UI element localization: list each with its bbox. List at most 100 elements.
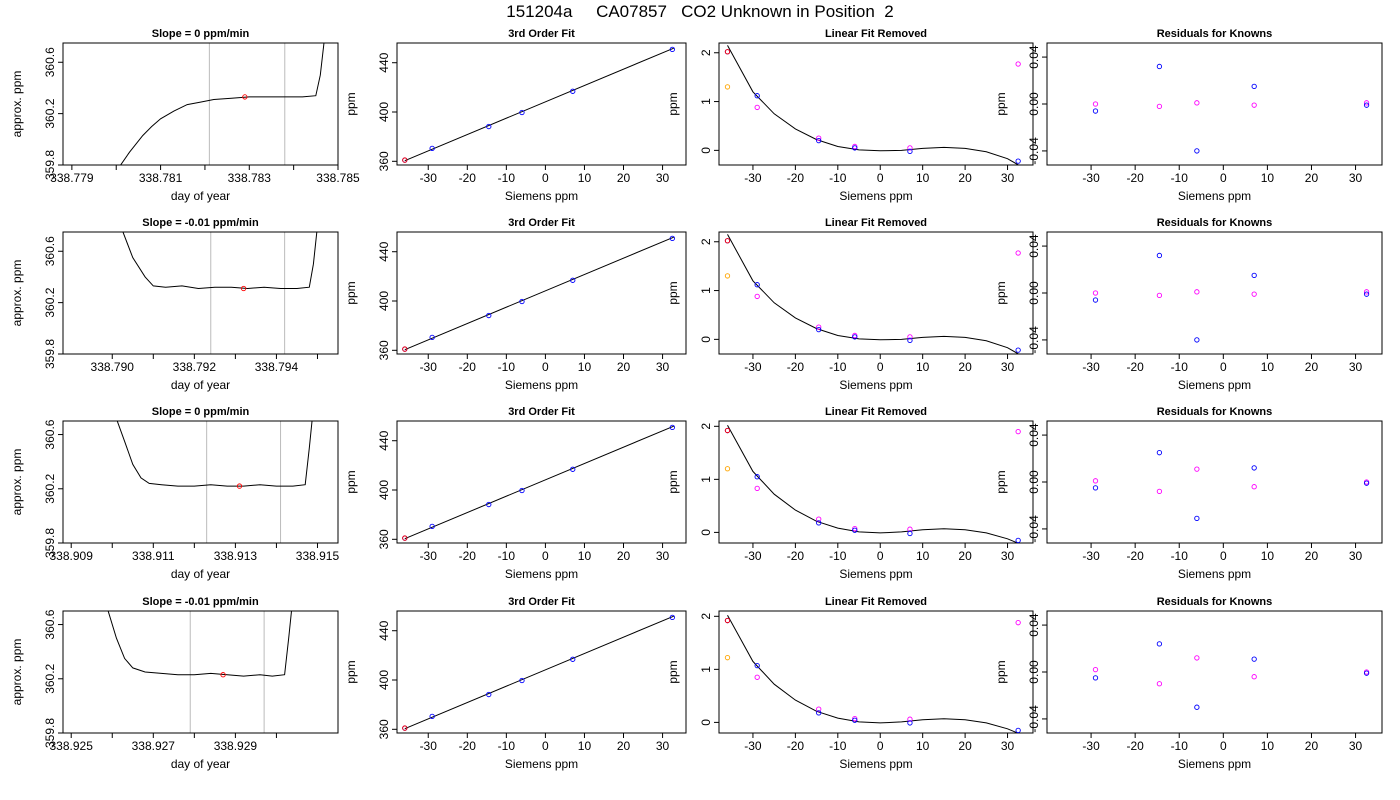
row4-linear_removed-x-tick-label: 20 [958, 739, 972, 753]
row2-linear_removed-y-tick-label: 1 [699, 287, 713, 294]
row4-residuals-linear-known-point [1194, 655, 1200, 661]
row2-trace-unknown-point [240, 285, 247, 292]
row2-linear_removed-linear-known-point [1015, 250, 1021, 256]
row2-linear_removed-x-tick-label: -30 [744, 360, 762, 374]
row3-linear_removed-y-axis-label: ppm [666, 470, 680, 493]
row1-fit-y-tick-label: 360 [377, 151, 391, 171]
row4-residuals-x-tick-label: 0 [1220, 739, 1227, 753]
row1-fit-fit-line [404, 47, 675, 162]
row1-fit-known-point [570, 88, 576, 94]
row3-linear_removed-x-tick-label: 30 [1001, 549, 1015, 563]
row4-residuals-known-point [1251, 656, 1257, 662]
row2-fit-x-tick-label: -20 [459, 360, 477, 374]
row1-trace-plot-frame [62, 42, 339, 166]
row2-fit-x-tick-label: -10 [498, 360, 516, 374]
row2-fit-x-tick-label: 30 [656, 360, 670, 374]
row3-trace-x-tick-label: 338.911 [132, 549, 175, 563]
row3-trace-x-tick-label: 338.915 [296, 549, 340, 563]
row1-residuals-x-tick-label: -20 [1126, 171, 1144, 185]
row2-fit-x-axis-label: Siemens ppm [505, 378, 578, 392]
row3-fit-known-point [669, 424, 675, 431]
row1-residuals-linear-known-point [1156, 103, 1163, 109]
row2-trace-title: Slope = -0.01 ppm/min [142, 217, 259, 229]
row3-trace-x-tick-label: 338.909 [50, 549, 94, 563]
row1-linear_removed-fit-curve [727, 45, 1020, 165]
row4-linear_removed-y-tick-label: 2 [699, 613, 713, 620]
row3-linear_removed-known-point [907, 530, 913, 537]
row1-trace-y-tick-label: 360.6 [43, 47, 57, 77]
row1-linear_removed-known-point [1015, 158, 1021, 164]
row4-fit-unknown-point [402, 725, 408, 731]
row4-trace-y-tick-label: 360.6 [43, 609, 57, 639]
row2-trace-y-tick-label: 359.8 [43, 339, 57, 369]
row4-fit-y-tick-label: 440 [377, 620, 391, 640]
row2-fit-x-tick-label: 20 [617, 360, 631, 374]
row2-fit-y-tick-label: 360 [377, 340, 391, 360]
row3-linear_removed-x-tick-label: 10 [916, 549, 930, 563]
row2-residuals-x-tick-label: 30 [1349, 360, 1363, 374]
row2-linear_removed-title: Linear Fit Removed [825, 217, 927, 229]
row2-trace-trace-line [122, 232, 318, 290]
row3-linear_removed-unknown-point [724, 427, 731, 434]
row2-linear_removed-linear-known-point [907, 334, 913, 340]
row4-linear_removed-linear-known-point [754, 674, 760, 680]
row4-trace-x-axis-label: day of year [171, 757, 230, 771]
row4-linear_removed-y-tick-label: 1 [699, 666, 713, 673]
row1-linear_removed-x-tick-label: -20 [787, 171, 805, 185]
row1-residuals-known-point [1251, 83, 1257, 90]
row4-fit-x-tick-label: 30 [656, 739, 670, 753]
row4-residuals-y-axis-label: ppm [994, 660, 1008, 683]
row4-fit-x-axis-label: Siemens ppm [505, 757, 578, 771]
row4-residuals-x-tick-label: -30 [1082, 739, 1100, 753]
row2-fit-x-tick-label: 0 [542, 360, 549, 374]
row3-linear_removed-known-point [816, 520, 822, 526]
row4-trace-x-tick-label: 338.929 [214, 739, 258, 753]
row1-trace-y-tick-label: 359.8 [43, 150, 57, 180]
row1-fit-x-tick-label: 30 [656, 171, 670, 185]
row4-residuals-known-point [1092, 675, 1099, 681]
row3-fit-y-tick-label: 360 [377, 529, 391, 549]
row4-fit-y-tick-label: 360 [377, 719, 391, 739]
row3-linear_removed-x-axis-label: Siemens ppm [839, 567, 912, 581]
row1-residuals-known-point [1092, 108, 1099, 114]
row4-trace-unknown-point [220, 672, 226, 678]
row4-trace-plot-frame [62, 610, 339, 734]
row2-trace-x-tick-label: 338.790 [91, 360, 135, 374]
row1-residuals-known-point [1156, 63, 1163, 70]
row4-fit-known-point [519, 677, 525, 684]
row4-linear_removed-x-tick-label: 30 [1001, 739, 1015, 753]
row4-fit-x-tick-label: -10 [498, 739, 516, 753]
row2-fit-known-point [669, 235, 675, 242]
row4-linear_removed-known-point [1015, 727, 1021, 733]
row3-trace-y-tick-label: 360.6 [43, 419, 57, 449]
row1-fit-known-point [429, 145, 435, 152]
row3-trace-title: Slope = 0 ppm/min [152, 406, 250, 418]
row2-fit-x-tick-label: 10 [578, 360, 592, 374]
row4-linear_removed-fit-curve [727, 614, 1019, 733]
row2-linear_removed-linear-known-point [754, 293, 760, 300]
row1-residuals-linear-known-point [1363, 100, 1370, 106]
row1-trace-x-tick-label: 338.783 [228, 171, 272, 185]
row3-linear_removed-x-tick-label: -30 [744, 549, 762, 563]
row4-linear_removed-x-tick-label: -20 [787, 739, 805, 753]
row3-fit-y-tick-label: 440 [377, 430, 391, 450]
row1-fit-unknown-point [402, 157, 408, 163]
row1-trace-x-axis-label: day of year [171, 189, 230, 203]
row4-linear_removed-known-point [907, 720, 913, 726]
row3-fit-y-axis-label: ppm [344, 470, 358, 493]
row1-linear_removed-x-tick-label: 20 [958, 171, 972, 185]
row2-linear_removed-x-tick-label: -10 [829, 360, 847, 374]
row2-linear_removed-x-tick-label: -20 [787, 360, 805, 374]
row3-linear_removed-known-point [754, 474, 760, 480]
row1-residuals-x-tick-label: 10 [1261, 171, 1275, 185]
row4-linear_removed-plot-frame [718, 610, 1034, 734]
row2-linear_removed-y-tick-label: 2 [699, 238, 713, 245]
row3-trace-y-axis-label: approx. ppm [10, 449, 24, 516]
row2-linear_removed-x-tick-label: 10 [916, 360, 930, 374]
row2-residuals-linear-known-point [1156, 292, 1163, 298]
row2-residuals-known-point [1251, 272, 1257, 279]
row4-linear_removed-known-point [852, 717, 858, 723]
row4-linear_removed-y-axis-label: ppm [666, 660, 680, 683]
row4-residuals-x-tick-label: 20 [1305, 739, 1319, 753]
